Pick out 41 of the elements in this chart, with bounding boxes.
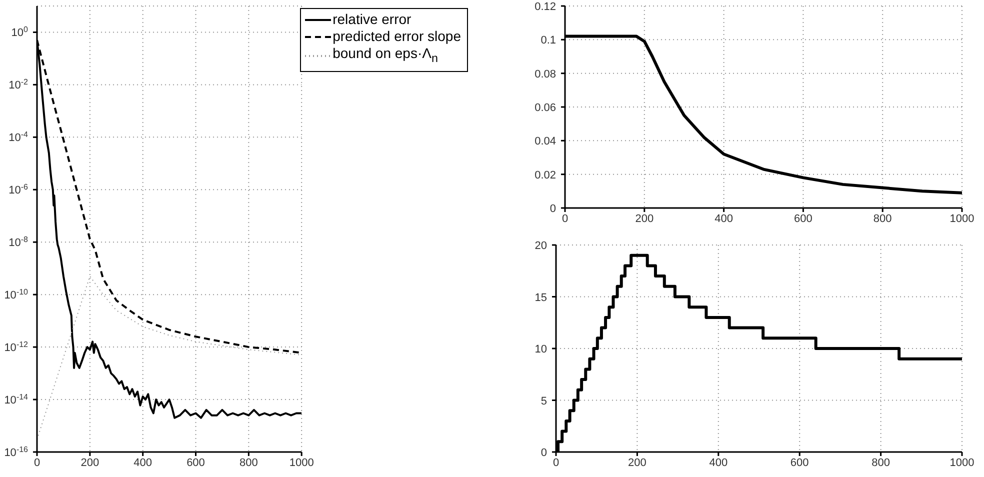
y-tick-label: 10$^{-2}$ xyxy=(8,77,29,92)
y-tick-label: 0 xyxy=(540,447,547,459)
x-tick-label: 800 xyxy=(873,212,892,225)
y-tick-label: 10$^{-8}$ xyxy=(8,234,29,250)
x-tick-label: 600 xyxy=(790,456,809,469)
x-tick-label: 800 xyxy=(239,456,258,469)
y-tick-label: 10$^{0}$ xyxy=(11,24,29,40)
y-tick-label: 0.06 xyxy=(534,102,556,114)
y-tick-label: 0.12 xyxy=(534,1,556,13)
x-tick-label: 200 xyxy=(635,212,654,225)
legend-label: relative error xyxy=(332,11,412,28)
y-tick-label: 0.04 xyxy=(534,136,556,148)
y-tick-label: 10$^{-12}$ xyxy=(4,340,29,354)
x-tick-label: 400 xyxy=(709,456,728,469)
x-tick-label: 800 xyxy=(872,456,890,469)
x-tick-label: 200 xyxy=(628,456,646,469)
x-tick-label: 600 xyxy=(794,212,812,225)
x-tick-label: 400 xyxy=(714,212,733,225)
y-tick-label: 10$^{-16}$ xyxy=(4,444,29,459)
x-tick-label: 0 xyxy=(562,212,568,225)
y-tick-label: 10$^{-4}$ xyxy=(8,130,29,144)
y-tick-label: 0 xyxy=(550,203,556,215)
y-tick-label: 0.08 xyxy=(534,68,556,80)
legend-label: predicted error slope xyxy=(332,28,461,45)
y-tick-label: 0.02 xyxy=(534,169,556,182)
x-tick-label: 400 xyxy=(134,456,152,469)
x-tick-label: 0 xyxy=(34,456,40,469)
x-tick-label: 1000 xyxy=(289,456,314,469)
x-tick-label: 600 xyxy=(186,456,205,469)
y-tick-label: 0.1 xyxy=(540,34,556,47)
y-tick-label: 5 xyxy=(540,395,547,408)
x-tick-label: 1000 xyxy=(950,456,974,469)
legend-label: bound on eps·Λ$_{n}$ xyxy=(332,45,438,67)
x-tick-label: 1000 xyxy=(950,212,974,225)
y-tick-label: 10 xyxy=(534,344,547,356)
y-tick-label: 20 xyxy=(534,240,547,252)
y-tick-label: 10$^{-14}$ xyxy=(4,392,29,407)
y-tick-label: 15 xyxy=(534,292,547,304)
y-tick-label: 10$^{-6}$ xyxy=(8,182,29,197)
y-tick-label: 10$^{-10}$ xyxy=(4,287,29,302)
x-tick-label: 200 xyxy=(80,456,100,469)
